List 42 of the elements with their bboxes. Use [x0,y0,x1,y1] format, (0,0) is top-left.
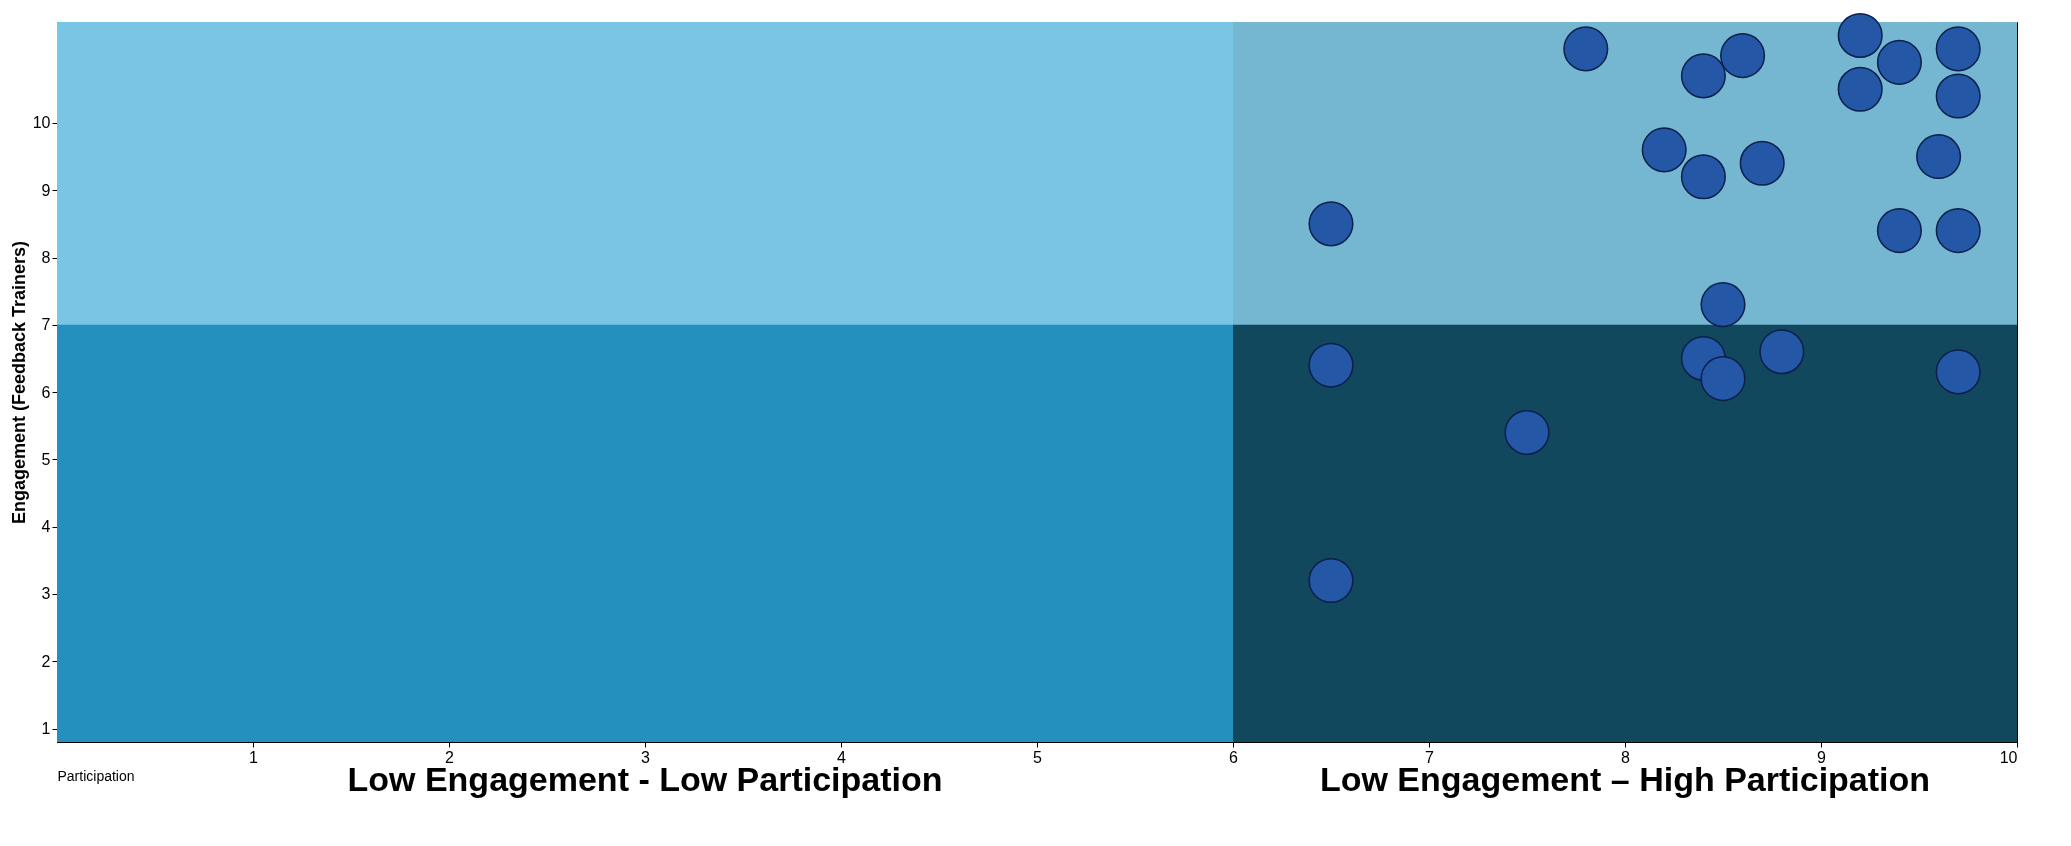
point [1935,73,1981,119]
x-tick-label: 6 [1229,748,1239,766]
point [1837,12,1883,58]
point [1720,33,1766,79]
point [1759,329,1805,375]
y-axis-title: Engagement (Feedback Trainers) [8,240,29,525]
y-tick-label: 9 [41,181,51,199]
y-tick-label: 6 [41,383,51,401]
y-tick-label: 2 [41,652,51,670]
x-tick-label: 1 [249,748,259,766]
point [1935,208,1981,254]
point [1700,282,1746,328]
x-tick-label: 10 [1999,748,2018,766]
point [1563,26,1609,72]
y-tick-label: 5 [41,450,51,468]
point [1876,39,1922,85]
y-tick-label: 8 [41,249,51,267]
point [1739,140,1785,186]
y-tick-label: 10 [32,114,51,132]
x-tick-label: 4 [837,748,847,766]
point [1876,208,1922,254]
y-tick-label: 4 [41,518,51,536]
point [1935,349,1981,395]
point [1700,356,1746,402]
point [1308,558,1354,604]
point [1680,53,1726,99]
x-tick-label: 7 [1425,748,1435,766]
point [1916,134,1962,180]
y-tick-label: 3 [41,585,51,603]
point [1308,201,1354,247]
point [1504,409,1550,455]
point [1641,127,1687,173]
y-tick-label: 7 [41,316,51,334]
point [1935,26,1981,72]
point [1680,154,1726,200]
point [1308,342,1354,388]
x-tick-label: 5 [1033,748,1043,766]
x-tick-label: 3 [641,748,651,766]
point [1837,66,1883,112]
x-tick-label: 9 [1817,748,1827,766]
x-axis-title: Participation [57,767,135,784]
y-tick-label: 1 [41,720,51,738]
